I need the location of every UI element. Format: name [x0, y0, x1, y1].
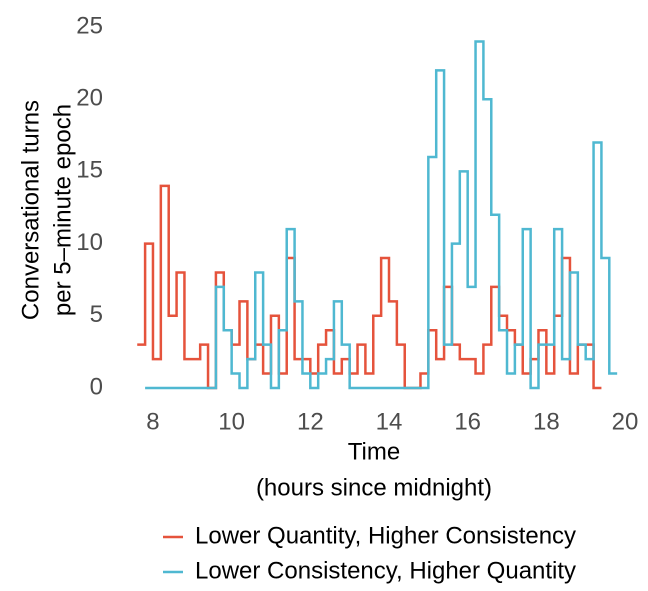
y-tick-label: 10: [76, 229, 103, 256]
x-tick-label: 20: [612, 408, 639, 435]
x-tick-label: 10: [218, 408, 245, 435]
y-label-group: Conversational turns per 5–minute epoch: [17, 100, 76, 320]
x-tick-label: 16: [454, 408, 481, 435]
y-tick-label: 0: [90, 373, 103, 400]
legend-label: Lower Quantity, Higher Consistency: [195, 522, 576, 549]
x-tick-label: 8: [146, 408, 159, 435]
y-tick-label: 20: [76, 85, 103, 112]
x-tick-label: 12: [297, 408, 324, 435]
x-axis-label: Time: [348, 438, 400, 465]
y-tick-label: 5: [90, 301, 103, 328]
x-tick-label: 18: [533, 408, 560, 435]
x-tick-label: 14: [376, 408, 403, 435]
y-axis-label: Conversational turns: [17, 100, 44, 320]
x-axis-label: (hours since midnight): [256, 474, 492, 501]
series-line: [145, 40, 618, 390]
y-tick-label: 15: [76, 157, 103, 184]
y-axis-label: per 5–minute epoch: [49, 104, 76, 316]
legend-label: Lower Consistency, Higher Quantity: [195, 557, 576, 584]
y-tick-label: 25: [76, 12, 103, 39]
